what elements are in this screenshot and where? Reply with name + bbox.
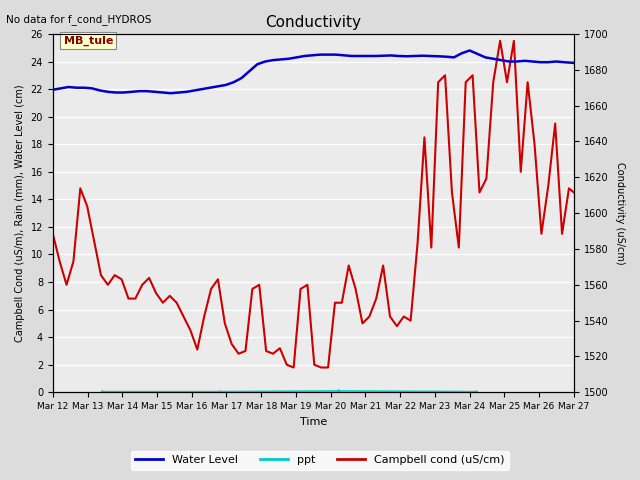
Text: No data for f_cond_HYDROS: No data for f_cond_HYDROS	[6, 14, 152, 25]
Title: Conductivity: Conductivity	[266, 15, 362, 30]
Y-axis label: Campbell Cond (uS/m), Rain (mm), Water Level (cm): Campbell Cond (uS/m), Rain (mm), Water L…	[15, 84, 25, 342]
Legend: Water Level, ppt, Campbell cond (uS/cm): Water Level, ppt, Campbell cond (uS/cm)	[131, 451, 509, 469]
Y-axis label: Conductivity (uS/cm): Conductivity (uS/cm)	[615, 162, 625, 264]
X-axis label: Time: Time	[300, 417, 327, 427]
Text: MB_tule: MB_tule	[63, 36, 113, 46]
